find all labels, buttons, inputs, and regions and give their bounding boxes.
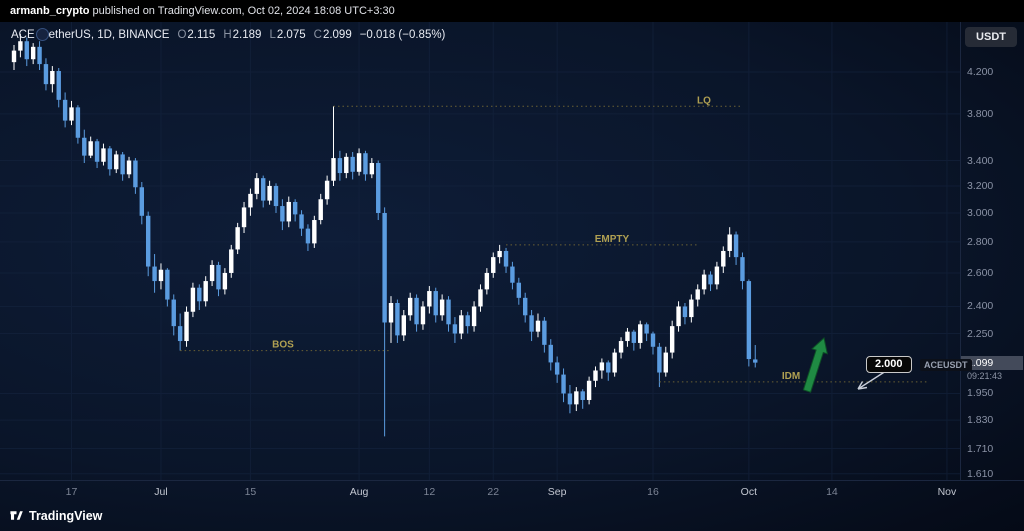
drawings[interactable]: LQ EMPTY BOS IDM: [180, 95, 928, 393]
price-tick: 3.800: [967, 107, 994, 120]
time-tick: Nov: [937, 486, 957, 498]
price-tick: 1.710: [967, 442, 994, 455]
grid: [0, 22, 960, 480]
high-label: H: [223, 28, 232, 41]
price-line-label[interactable]: 2.000: [866, 356, 912, 373]
annotation-label-lq[interactable]: LQ: [697, 95, 711, 106]
price-tick: 3.400: [967, 154, 994, 167]
time-tick: 12: [423, 486, 436, 498]
candle-countdown: 09:21:43: [967, 371, 1003, 381]
currency-toggle-button[interactable]: USDT: [965, 27, 1017, 47]
price-tick: 4.200: [967, 66, 994, 78]
price-line-symbol: ACEUSDT: [920, 359, 972, 371]
time-tick: Sep: [547, 486, 567, 498]
price-tick: 1.950: [967, 387, 994, 400]
price-axis-separator: [960, 22, 961, 480]
publish-info: published on TradingView.com, Oct 02, 20…: [89, 5, 395, 17]
price-axis[interactable]: 4.200 3.800 3.400 3.200 3.000 2.800 2.600 2.400…: [960, 0, 1024, 480]
time-axis[interactable]: 17 Jul 15 Aug 12 22 Sep 16 Oct 14 Nov: [0, 480, 1024, 506]
time-tick: Jul: [154, 486, 168, 498]
price-tick: 2.600: [967, 266, 994, 279]
tradingview-glyph-icon: [10, 511, 23, 520]
pointer-arrow-drawing[interactable]: [857, 370, 887, 390]
price-tick: 1.610: [967, 467, 994, 480]
symbol-name-suffix: etherUS, 1D, BINANCE: [48, 28, 170, 41]
annotation-label-empty[interactable]: EMPTY: [595, 234, 630, 245]
time-tick: Oct: [740, 486, 758, 498]
up-arrow-drawing[interactable]: [802, 337, 828, 393]
low-label: L: [269, 28, 276, 41]
price-tick: 2.250: [967, 327, 994, 340]
time-tick: 14: [826, 486, 838, 498]
open-label: O: [177, 28, 187, 41]
candles: [11, 33, 758, 437]
current-price-label: 2.099: [961, 356, 1023, 370]
high-value: 2.189: [232, 28, 262, 41]
close-value: 2.099: [322, 28, 352, 41]
annotation-label-bos[interactable]: BOS: [272, 340, 294, 351]
price-tick: 2.400: [967, 300, 994, 313]
coin-icon: [35, 28, 49, 41]
time-axis-separator: [0, 480, 1024, 481]
tradingview-wordmark: TradingView: [29, 508, 103, 523]
publisher-username: armanb_crypto: [10, 5, 90, 17]
low-value: 2.075: [276, 28, 306, 41]
time-tick: Aug: [349, 486, 369, 498]
time-tick: 15: [244, 486, 257, 498]
time-tick: 22: [487, 486, 500, 498]
open-value: 2.115: [187, 28, 216, 41]
price-tick: 1.830: [967, 414, 994, 427]
price-tick: 2.800: [967, 235, 994, 248]
price-tick: 3.000: [967, 206, 994, 219]
time-tick: 16: [647, 486, 659, 498]
price-tick: 3.200: [967, 179, 994, 192]
close-label: C: [313, 28, 322, 41]
change-value: −0.018 (−0.85%): [359, 28, 446, 41]
annotation-label-idm[interactable]: IDM: [782, 371, 800, 382]
tradingview-logo[interactable]: TradingView: [9, 508, 102, 523]
time-tick: 17: [65, 486, 78, 498]
symbol-name-prefix: ACE: [11, 28, 35, 41]
publish-bar: armanb_crypto published on TradingView.c…: [0, 0, 1024, 22]
